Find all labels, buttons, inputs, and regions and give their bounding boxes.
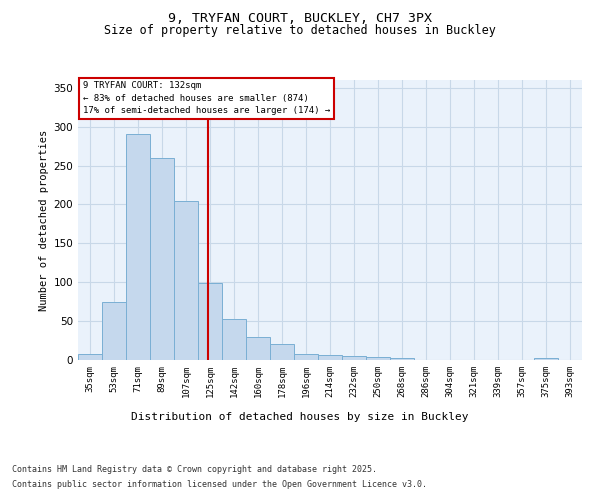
Bar	[102, 302, 126, 360]
Bar	[390, 358, 414, 360]
Bar	[366, 357, 390, 360]
Text: Contains public sector information licensed under the Open Government Licence v3: Contains public sector information licen…	[12, 480, 427, 489]
Bar	[174, 200, 198, 360]
Bar	[294, 354, 318, 360]
Bar	[126, 134, 150, 360]
Bar	[150, 158, 174, 360]
Text: 9, TRYFAN COURT, BUCKLEY, CH7 3PX: 9, TRYFAN COURT, BUCKLEY, CH7 3PX	[168, 12, 432, 26]
Text: Size of property relative to detached houses in Buckley: Size of property relative to detached ho…	[104, 24, 496, 37]
Text: Contains HM Land Registry data © Crown copyright and database right 2025.: Contains HM Land Registry data © Crown c…	[12, 465, 377, 474]
Bar	[222, 319, 246, 360]
Text: 9 TRYFAN COURT: 132sqm
← 83% of detached houses are smaller (874)
17% of semi-de: 9 TRYFAN COURT: 132sqm ← 83% of detached…	[83, 82, 330, 116]
Bar	[78, 354, 102, 360]
Y-axis label: Number of detached properties: Number of detached properties	[39, 130, 49, 310]
Bar	[342, 356, 366, 360]
Bar	[198, 283, 222, 360]
Bar	[270, 344, 294, 360]
Bar	[318, 354, 342, 360]
Bar	[246, 336, 270, 360]
Text: Distribution of detached houses by size in Buckley: Distribution of detached houses by size …	[131, 412, 469, 422]
Bar	[534, 358, 558, 360]
